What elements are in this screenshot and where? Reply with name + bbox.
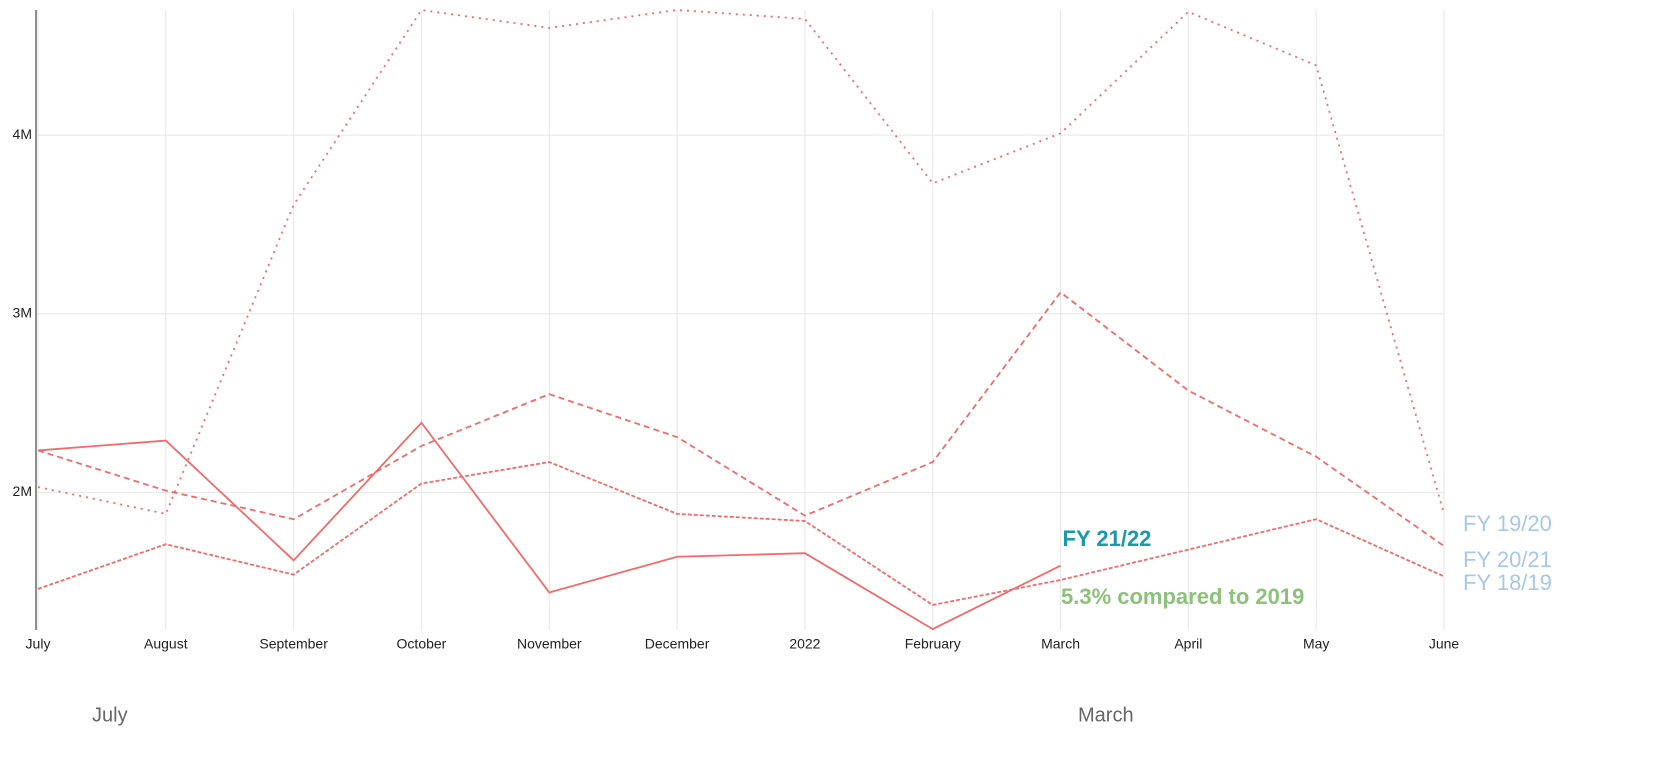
series-line: [37, 421, 1061, 631]
series-label: FY 21/22: [1063, 526, 1152, 551]
y-tick-label: 4M: [13, 126, 32, 142]
annotation: 5.3% compared to 2019: [1061, 584, 1304, 609]
series-line: [37, 461, 1445, 606]
x-tick-label: November: [517, 636, 582, 652]
x-tick-label: May: [1303, 636, 1329, 652]
x-tick-label: August: [144, 636, 188, 652]
x-tick-label: July: [26, 636, 51, 652]
series-line: [37, 9, 1445, 515]
series-label: FY 18/19: [1463, 570, 1552, 595]
x-tick-label: 2022: [789, 636, 820, 652]
series-label: FY 20/21: [1463, 547, 1552, 572]
x-tick-label: April: [1174, 636, 1202, 652]
y-tick-label: 3M: [13, 304, 32, 320]
y-tick-label: 2M: [13, 483, 32, 499]
x-tick-label: February: [905, 636, 961, 652]
x-tick-label: September: [259, 636, 328, 652]
x-tick-label: March: [1041, 636, 1080, 652]
series-line: [37, 291, 1445, 547]
x-tick-label: December: [645, 636, 710, 652]
range-label: March: [1078, 704, 1134, 726]
x-tick-label: October: [397, 636, 447, 652]
range-label: July: [92, 704, 128, 726]
x-tick-label: June: [1429, 636, 1460, 652]
series-label: FY 19/20: [1463, 511, 1552, 536]
